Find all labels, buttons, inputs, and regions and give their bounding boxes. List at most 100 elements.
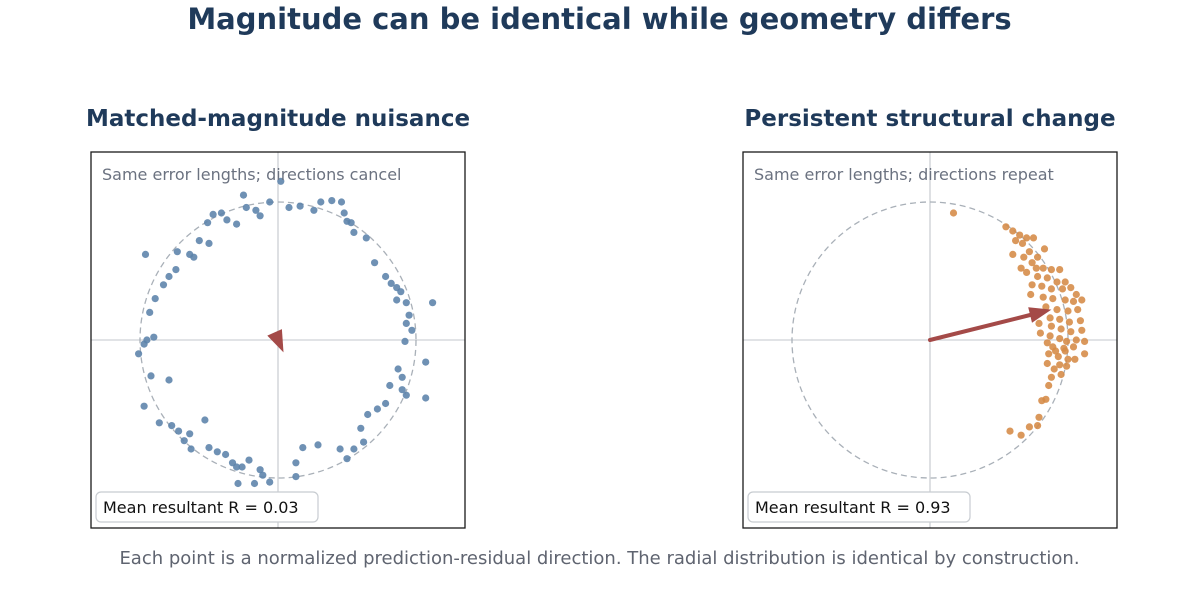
residual-point (1009, 227, 1017, 235)
residual-point (1045, 381, 1053, 390)
residual-point (1047, 373, 1055, 381)
residual-point (1058, 285, 1067, 293)
residual-point (201, 416, 209, 424)
residual-point (429, 299, 437, 307)
stat-label: Mean resultant R = 0.03 (103, 498, 299, 517)
residual-point (277, 177, 285, 185)
residual-point (1072, 290, 1080, 299)
residual-point (205, 239, 213, 247)
residual-point (1047, 322, 1055, 330)
residual-point (256, 466, 264, 474)
residual-point (146, 308, 154, 316)
residual-point (259, 471, 267, 479)
residual-point (1034, 272, 1042, 281)
residual-point (360, 438, 368, 446)
residual-point (343, 455, 351, 463)
residual-point (180, 437, 188, 445)
residual-point (292, 459, 300, 467)
residual-point (408, 326, 416, 334)
residual-point (949, 209, 958, 217)
residual-point (402, 391, 410, 399)
residual-point (1025, 248, 1033, 256)
residual-point (1017, 264, 1025, 272)
residual-point (168, 422, 176, 430)
residual-point (233, 463, 241, 471)
residual-point (1049, 295, 1057, 303)
residual-point (1025, 423, 1033, 431)
residual-point (1039, 293, 1047, 301)
residual-point (1076, 317, 1084, 325)
plot-frame (742, 151, 1118, 529)
residual-point (1017, 431, 1025, 439)
residual-point (242, 203, 250, 212)
residual-point (1078, 296, 1086, 304)
residual-point (205, 444, 213, 452)
residual-point (165, 376, 173, 384)
residual-point (140, 402, 148, 410)
residual-point (382, 399, 390, 408)
residual-point (1047, 266, 1055, 274)
figure-title: Magnitude can be identical while geometr… (187, 2, 1012, 36)
residual-point (1020, 253, 1028, 261)
residual-point (233, 220, 241, 228)
residual-point (1039, 264, 1047, 272)
residual-point (1032, 264, 1040, 272)
residual-point (1028, 281, 1036, 289)
residual-point (173, 248, 181, 256)
stat-box (747, 491, 971, 523)
points-group (949, 209, 1089, 439)
residual-point (402, 319, 410, 327)
residual-point (155, 419, 163, 427)
residual-point (1018, 239, 1027, 247)
residual-point (394, 365, 402, 373)
residual-point (402, 299, 410, 307)
residual-point (364, 410, 372, 419)
residual-point (1043, 359, 1051, 368)
residual-point (371, 259, 379, 267)
residual-point (340, 209, 348, 217)
residual-point (314, 441, 322, 449)
residual-point (1012, 237, 1020, 245)
residual-point (337, 198, 346, 206)
residual-point (285, 203, 293, 212)
residual-point (1054, 353, 1062, 361)
residual-point (1038, 397, 1046, 405)
residual-point (1072, 336, 1080, 344)
residual-point (1046, 314, 1054, 322)
residual-point (1064, 355, 1072, 363)
residual-point (1047, 285, 1055, 293)
residual-point (245, 456, 253, 464)
residual-point (175, 427, 183, 435)
residual-point (159, 281, 168, 289)
residual-point (299, 444, 307, 452)
left-scatter-plot: Same error lengths; directions cancel Me… (90, 151, 466, 529)
residual-point (1023, 268, 1031, 276)
residual-point (1061, 347, 1069, 355)
residual-point (1067, 284, 1075, 292)
residual-point (292, 473, 300, 481)
residual-point (398, 373, 406, 381)
residual-point (310, 206, 318, 214)
residual-point (1065, 318, 1073, 326)
residual-point (1069, 297, 1078, 305)
residual-point (1035, 319, 1043, 327)
residual-point (195, 237, 203, 245)
residual-point (172, 266, 180, 274)
residual-point (347, 219, 355, 227)
residual-point (222, 450, 230, 459)
right-panel-title: Persistent structural change (744, 106, 1116, 132)
residual-point (1057, 325, 1065, 333)
residual-point (150, 333, 158, 341)
residual-point (165, 272, 173, 281)
residual-point (1034, 422, 1042, 430)
unit-reference-circle (139, 201, 417, 479)
residual-point (387, 279, 395, 287)
panel-annotation: Same error lengths; directions cancel (102, 165, 401, 184)
residual-point (1040, 245, 1049, 253)
residual-point (135, 350, 143, 358)
residual-point (186, 250, 194, 258)
left-panel-title: Matched-magnitude nuisance (85, 106, 471, 132)
mean-vector-layer (928, 307, 1052, 342)
residual-point (1069, 343, 1078, 351)
residual-point (239, 191, 248, 199)
